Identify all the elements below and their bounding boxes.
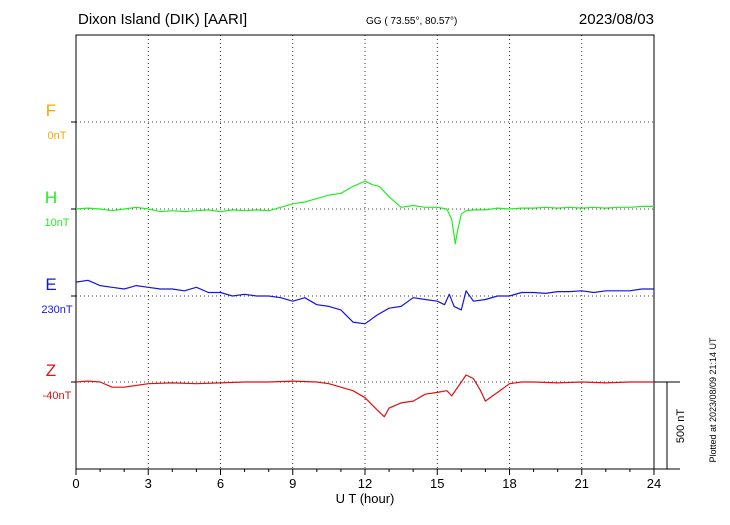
component-baseline-F: 0nT (48, 130, 67, 142)
x-tick-label: 18 (502, 476, 516, 491)
x-tick-label: 15 (430, 476, 444, 491)
scale-bar-label: 500 nT (675, 409, 687, 444)
baselines (71, 121, 654, 383)
x-tick-label: 6 (217, 476, 224, 491)
coordinates-label: GG ( 73.55°, 80.57°) (366, 16, 457, 27)
x-tick-label: 9 (289, 476, 296, 491)
trace-H (75, 180, 654, 245)
component-labels: F 0nT H 10nT E 230nT Z -40nT (41, 101, 72, 402)
station-title: Dixon Island (DIK) [AARI] (78, 11, 247, 28)
component-baseline-Z: -40nT (43, 390, 72, 402)
date-label: 2023/08/03 (579, 11, 654, 28)
grid (147, 35, 583, 469)
component-name-F: F (46, 101, 56, 120)
component-name-Z: Z (46, 361, 56, 380)
component-name-E: E (45, 275, 56, 294)
x-tick-label: 21 (575, 476, 589, 491)
plotted-at-note: Plotted at 2023/08/09 21:14 UT (708, 337, 718, 463)
x-axis-label: U T (hour) (336, 491, 395, 506)
component-baseline-H: 10nT (44, 217, 69, 229)
scale-bar: 500 nT (654, 381, 687, 470)
trace-Z (75, 374, 654, 418)
x-tick-label: 0 (72, 476, 79, 491)
component-name-H: H (45, 188, 57, 207)
x-tick-label: 12 (358, 476, 372, 491)
x-axis-ticks: 0 3 6 9 12 15 18 21 24 (72, 469, 661, 491)
traces (75, 180, 654, 418)
x-tick-label: 3 (145, 476, 152, 491)
trace-E (75, 279, 654, 325)
x-tick-label: 24 (647, 476, 661, 491)
component-baseline-E: 230nT (41, 304, 72, 316)
